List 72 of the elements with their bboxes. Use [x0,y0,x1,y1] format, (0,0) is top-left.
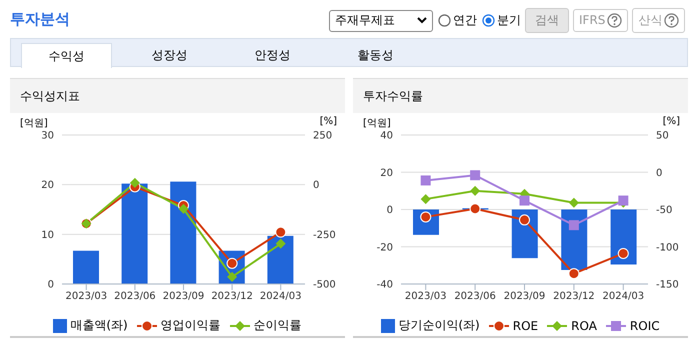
y2-tick-label: 0 [656,168,662,179]
legend-label: 영업이익률 [160,317,221,334]
y-axis-title: [억원] [20,117,48,130]
y-tick-label: 40 [380,130,393,142]
y2-tick-label: -100 [656,242,679,254]
x-tick-label: 2023/12 [211,291,253,302]
y-tick-label: 0 [48,280,54,291]
x-tick-label: 2023/03 [66,291,108,302]
text: IFRS [573,8,628,32]
point [520,196,530,206]
legend-label: 당기순이익(좌) [398,317,480,334]
y2-tick-label: 250 [313,130,332,142]
bar [170,182,196,284]
x-tick-label: 2023/09 [504,291,546,302]
point [470,170,480,180]
x-tick-label: 2024/03 [602,291,644,302]
text: 연간 [452,12,477,29]
point [420,194,431,204]
point [275,226,286,238]
point [227,272,238,282]
point [618,248,629,259]
text: 산식 [632,8,686,33]
point [470,203,481,214]
y-tick-label: 20 [380,168,393,179]
chart-title: 투자수익률 [353,78,688,113]
point [420,175,431,186]
y-tick-label: -40 [376,280,393,291]
text: 주재무제표 [335,12,395,29]
y2-axis-title: [%] [662,116,680,127]
point [276,238,286,249]
chart-title: 수익성지표 [10,78,345,113]
y2-axis-title: [%] [320,116,337,127]
y-tick-label: 0 [386,205,393,216]
legend-label: ROE [512,318,538,332]
y2-tick-label: -250 [313,230,336,241]
point [568,198,579,208]
legend-label: ROIC [630,318,660,332]
legend-label: ROA [571,318,597,332]
y2-tick-label: -50 [656,205,672,216]
point [568,220,579,230]
point [470,186,480,196]
y2-tick-label: 0 [313,180,320,192]
text: 성장성 [150,47,188,64]
x-tick-label: 2023/12 [553,291,595,302]
point [178,204,188,214]
y-tick-label: -20 [376,242,393,254]
text: 검색 [525,8,569,33]
bar [73,250,99,284]
x-tick-label: 2023/06 [454,291,496,302]
x-tick-label: 2023/09 [162,291,204,302]
x-tick-label: 2024/03 [260,291,302,302]
text: 수익성 [21,43,112,68]
bar [122,184,148,284]
x-tick-label: 2023/06 [114,291,156,302]
text: 투자분석 [10,10,70,29]
bar [267,236,294,284]
y-tick-label: 20 [41,180,54,192]
text: 안정성 [254,47,292,64]
legend-label: 순이익률 [254,317,302,334]
x-tick-label: 2023/03 [404,291,446,302]
y-tick-label: 10 [41,230,54,241]
y-tick-label: 30 [41,130,54,142]
point [519,214,530,226]
y2-tick-label: 50 [656,130,669,142]
point [130,178,140,188]
y2-tick-label: -500 [313,280,336,291]
text: 활동성 [356,47,394,64]
point [568,268,580,280]
text: 분기 [496,12,521,29]
legend-label: 매출액(좌) [70,317,128,334]
y-axis-title: [억원] [363,117,391,130]
y2-tick-label: -150 [656,280,679,291]
